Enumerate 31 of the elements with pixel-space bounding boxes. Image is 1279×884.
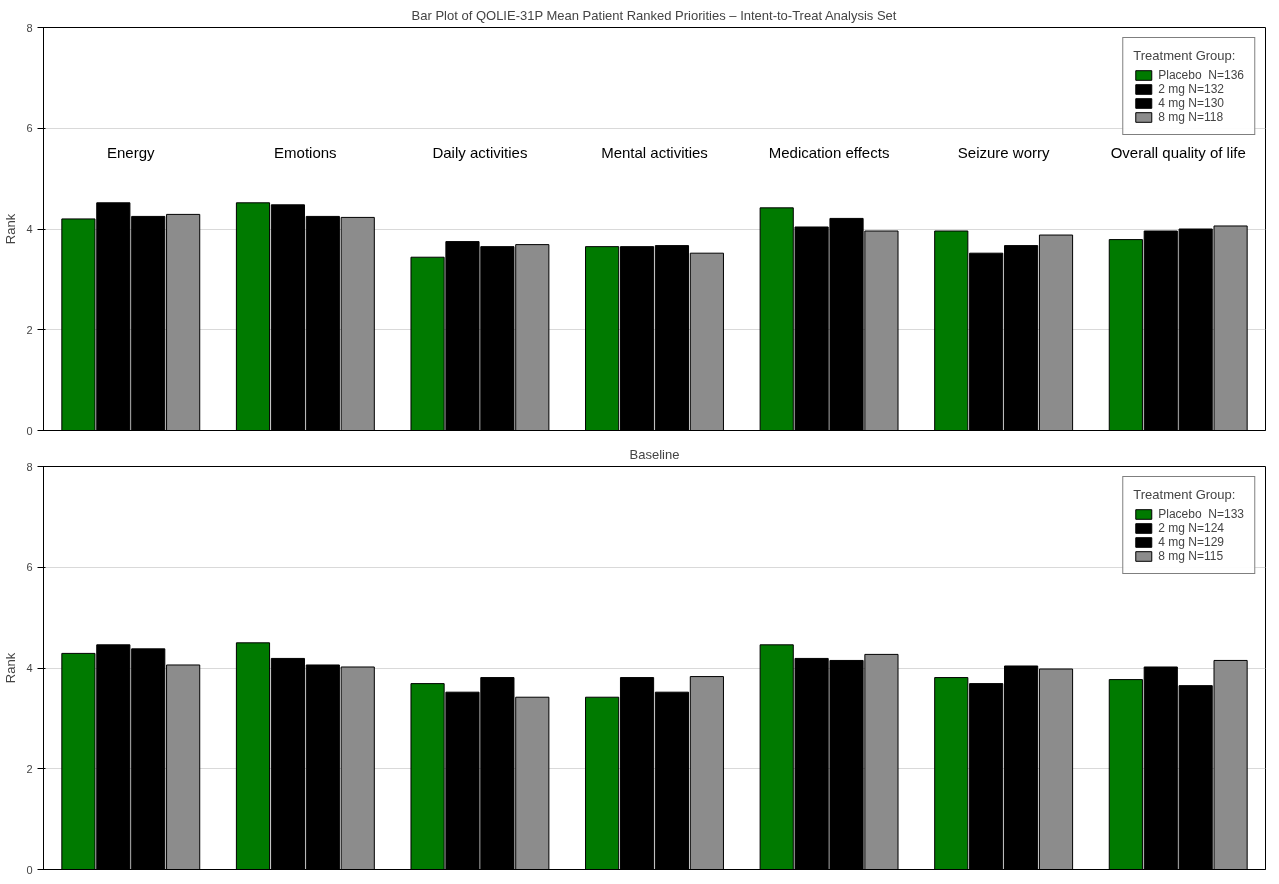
- legend-title: Treatment Group:: [1133, 487, 1237, 502]
- y-tick-label: 2: [26, 323, 33, 336]
- y-tick-label: 0: [26, 863, 33, 876]
- y-tick-label: 8: [26, 460, 33, 473]
- y-tick-label: 4: [26, 662, 33, 674]
- legend-label: 8 mg N=118: [1158, 110, 1224, 124]
- category-label: Daily activities: [432, 143, 528, 161]
- category-label: Mental activities: [601, 143, 708, 161]
- category-label: Emotions: [274, 143, 337, 161]
- y-tick-label: 8: [26, 21, 33, 34]
- legend-label: 2 mg N=132: [1158, 82, 1224, 96]
- legend-label: Placebo N=133: [1158, 507, 1244, 521]
- y-tick-label: 2: [26, 762, 33, 775]
- legend-label: 4 mg N=129: [1158, 535, 1224, 549]
- chart-title: Bar Plot of QOLIE-31P Mean Patient Ranked Priorities – Intent-to-Treat Analysis Set: [411, 7, 897, 23]
- y-axis-title: Rank: [3, 213, 19, 245]
- y-axis-title: Rank: [3, 652, 19, 684]
- category-label: Seizure worry: [957, 143, 1050, 161]
- legend-title: Treatment Group:: [1133, 48, 1237, 63]
- category-label: Overall quality of life: [1110, 143, 1246, 161]
- chart-title: Baseline: [629, 446, 680, 462]
- legend-label: Placebo N=136: [1158, 68, 1244, 82]
- legend-label: 8 mg N=115: [1158, 549, 1224, 563]
- legend-label: 2 mg N=124: [1158, 521, 1224, 535]
- y-tick-label: 0: [26, 424, 33, 437]
- category-label: Medication effects: [768, 143, 890, 161]
- y-tick-label: 4: [26, 223, 33, 235]
- category-label: Energy: [107, 143, 155, 161]
- y-tick-label: 6: [26, 122, 33, 135]
- legend-label: 4 mg N=130: [1158, 96, 1224, 110]
- y-tick-label: 6: [26, 561, 33, 574]
